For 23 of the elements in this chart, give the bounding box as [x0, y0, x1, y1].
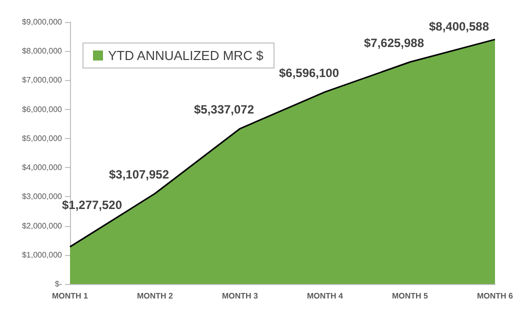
data-label: $7,625,988: [364, 36, 424, 50]
data-label: $6,596,100: [278, 66, 340, 80]
data-label: $8,400,588: [428, 19, 490, 34]
data-label: $5,337,072: [194, 102, 254, 117]
y-tick-label: $4,000,000: [22, 163, 63, 172]
y-tick-label: $2,000,000: [22, 221, 63, 230]
y-tick-label: $5,000,000: [22, 134, 63, 143]
y-tick-label: $8,000,000: [22, 46, 63, 56]
x-tick-label: MONTH 4: [307, 292, 344, 300]
data-label: $1,277,520: [62, 198, 122, 212]
x-tick-label: MONTH 2: [137, 292, 174, 300]
y-tick-label: $7,000,000: [22, 76, 63, 85]
x-tick-label: MONTH 5: [392, 292, 429, 300]
legend-label: YTD ANNUALIZED MRC $: [108, 48, 264, 63]
y-tick-label: $9,000,000: [22, 18, 63, 26]
y-tick-label: $6,000,000: [22, 104, 63, 114]
y-tick-label: $-: [54, 280, 62, 288]
y-tick-label: $1,000,000: [22, 250, 63, 260]
data-label: $3,107,952: [108, 168, 170, 182]
x-tick-label: MONTH 3: [222, 292, 259, 300]
y-tick-label: $3,000,000: [22, 192, 63, 202]
x-tick-label: MONTH 6: [477, 292, 514, 300]
x-tick-label: MONTH 1: [52, 292, 89, 300]
